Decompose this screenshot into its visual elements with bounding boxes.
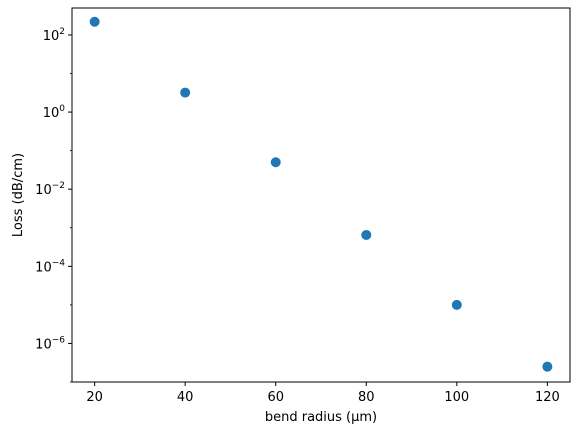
data-point [451,299,462,310]
y-tick-label: 102 [43,27,65,44]
plot-area [71,7,571,383]
y-tick-label-base: 10 [35,260,52,275]
y-tick-label: 10−4 [35,258,65,275]
y-tick-label-exponent: −4 [52,258,66,268]
data-point [542,361,553,372]
x-axis-label: bend radius (μm) [265,410,377,425]
y-tick-label-exponent: −6 [52,335,66,345]
x-axis-ticks: 20 40 60 80 100 120 [86,382,560,405]
x-tick-label: 100 [444,390,469,405]
y-tick-label: 10−6 [35,335,65,352]
y-tick-label-base: 10 [43,106,60,121]
y-tick-label-base: 10 [35,337,52,352]
y-tick-label-base: 10 [35,183,52,198]
x-tick-label: 80 [358,390,375,405]
data-point [361,229,372,240]
data-point [89,16,100,27]
y-tick-label: 100 [43,104,66,121]
x-tick-label: 20 [86,390,103,405]
x-tick-label: 120 [535,390,560,405]
scatter-points [89,16,553,372]
data-point [180,87,191,98]
y-tick-label-exponent: 0 [59,104,65,114]
y-axis-label: Loss (dB/cm) [11,153,26,237]
data-point [270,157,281,168]
y-tick-label-exponent: −2 [52,181,65,191]
x-tick-label: 60 [267,390,284,405]
x-tick-label: 40 [177,390,194,405]
y-tick-label: 10−2 [35,181,65,198]
y-tick-label-exponent: 2 [59,27,65,37]
y-tick-label-base: 10 [43,29,60,44]
